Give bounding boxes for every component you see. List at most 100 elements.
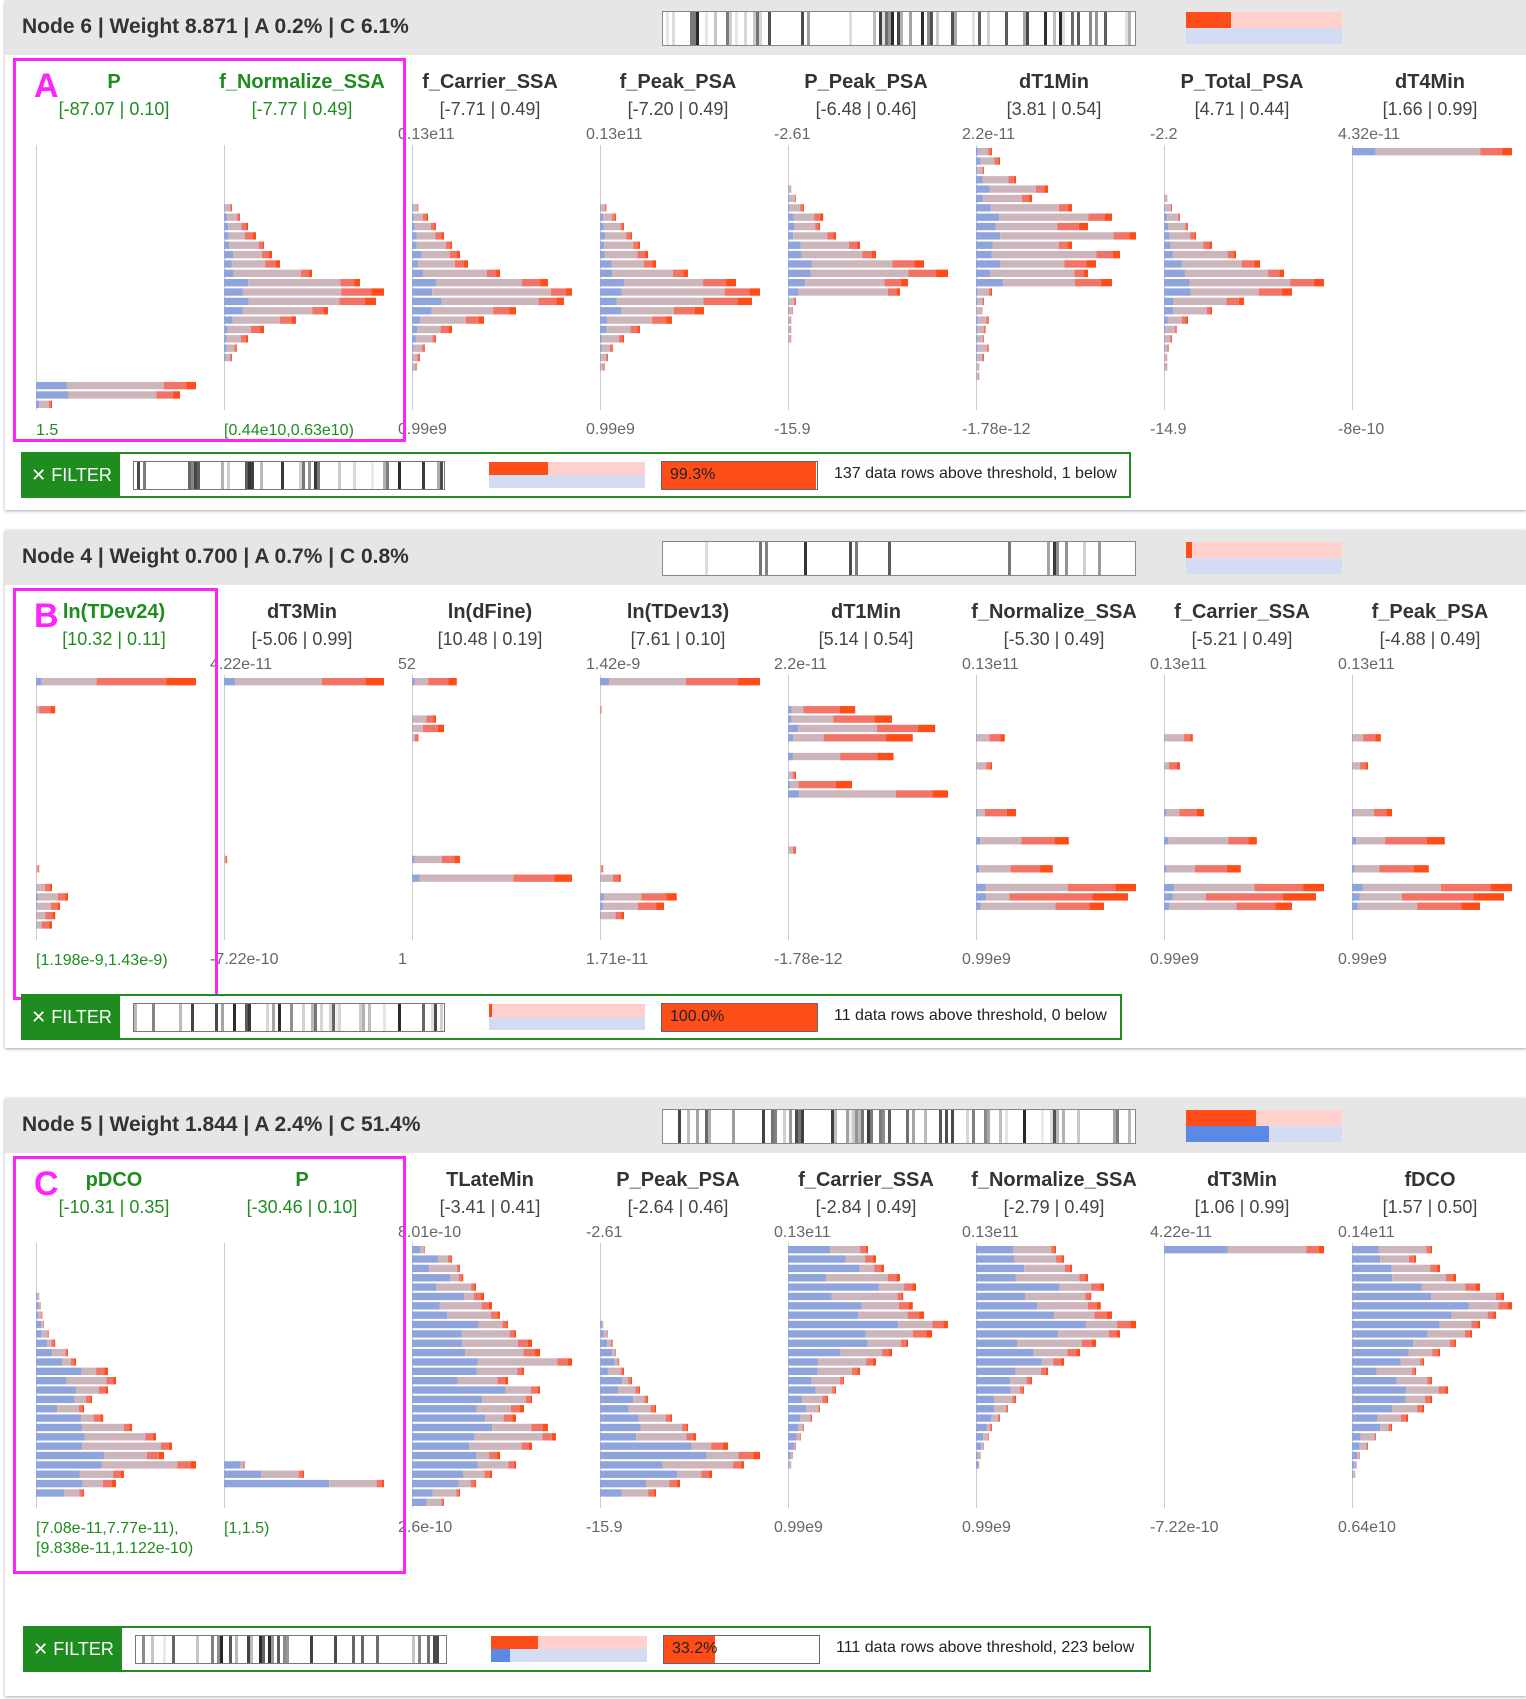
strip-tick — [332, 1004, 335, 1031]
filter-button[interactable]: ✕ FILTER — [23, 996, 120, 1038]
histogram-bar — [793, 213, 815, 221]
histogram-bar — [100, 1414, 104, 1422]
histogram-area[interactable] — [600, 147, 770, 409]
histogram-area[interactable] — [600, 1245, 770, 1507]
feature-column[interactable]: pDCO [-10.31 | 0.35] [7.08e-11,7.77e-11),[… — [20, 1153, 208, 1557]
feature-column[interactable]: f_Carrier_SSA [-7.71 | 0.49] 0.13e11 0.99e9 — [396, 55, 584, 445]
node-header[interactable]: Node 4 | Weight 0.700 | A 0.7% | C 0.8% — [5, 530, 1526, 585]
histogram-bar — [788, 297, 795, 306]
histogram-bar — [976, 1405, 995, 1413]
filter-button[interactable]: ✕ FILTER — [25, 1628, 122, 1670]
histogram-bar — [1164, 297, 1174, 306]
feature-name: f_Normalize_SSA — [971, 1169, 1137, 1191]
strip-tick — [834, 1110, 837, 1143]
histogram-area[interactable] — [1352, 147, 1522, 409]
strip-tick — [972, 12, 975, 45]
histogram-bar — [976, 883, 986, 892]
feature-column[interactable]: P_Peak_PSA [-6.48 | 0.46] -2.61 -15.9 — [772, 55, 960, 445]
feature-column[interactable]: f_Normalize_SSA [-5.30 | 0.49] 0.13e11 0.99… — [960, 585, 1148, 975]
histogram-bar — [905, 1339, 908, 1347]
histogram-bar — [461, 1274, 464, 1282]
feature-column[interactable]: f_Carrier_SSA [-2.84 | 0.49] 0.13e11 0.99e9 — [772, 1153, 960, 1543]
histogram-bar — [1366, 1442, 1368, 1450]
histogram-area[interactable] — [224, 677, 394, 939]
histogram-bar — [412, 353, 413, 362]
feature-column[interactable]: ln(dFine) [10.48 | 0.19] 52 1 — [396, 585, 584, 975]
histogram-area[interactable] — [224, 1245, 394, 1507]
feature-column[interactable]: f_Peak_PSA [-4.88 | 0.49] 0.13e11 0.99e9 — [1336, 585, 1524, 975]
feature-column[interactable]: dT3Min [1.06 | 0.99] 4.22e-11 -7.22e-10 — [1148, 1153, 1336, 1543]
feature-column[interactable]: ln(TDev24) [10.32 | 0.11] [1.198e-9,1.43e-… — [20, 585, 208, 975]
histogram-area[interactable] — [976, 677, 1146, 939]
histogram-area[interactable] — [788, 1245, 958, 1507]
feature-column[interactable]: P [-87.07 | 0.10] 1.5 — [20, 55, 208, 445]
histogram-bar — [232, 316, 280, 324]
histogram-bar — [36, 1311, 39, 1319]
histogram-bar — [990, 269, 1075, 277]
histogram-bar — [976, 1302, 1038, 1310]
strip-tick — [1065, 542, 1068, 575]
histogram-area[interactable] — [788, 677, 958, 939]
histogram-area[interactable] — [1352, 677, 1522, 939]
strip-tick — [951, 12, 954, 45]
axis-min-label: 0.99e9 — [1338, 951, 1387, 968]
histogram-bar — [441, 855, 455, 864]
histogram-bar — [1227, 250, 1234, 259]
histogram-area[interactable] — [412, 1245, 582, 1507]
feature-column[interactable]: P [-30.46 | 0.10] [1,1.5) — [208, 1153, 396, 1543]
histogram-area[interactable] — [412, 677, 582, 939]
feature-column[interactable]: dT1Min [5.14 | 0.54] 2.2e-11 -1.78e-12 — [772, 585, 960, 975]
histogram-axis — [600, 1243, 601, 1508]
strip-tick — [211, 1636, 214, 1663]
strip-tick — [909, 12, 912, 45]
histogram-bar — [976, 865, 980, 873]
feature-column[interactable]: TLateMin [-3.41 | 0.41] 8.01e-10 2.6e-10 — [396, 1153, 584, 1543]
histogram-area[interactable] — [976, 147, 1146, 409]
histogram-area[interactable] — [1164, 677, 1334, 939]
feature-column[interactable]: fDCO [1.57 | 0.50] 0.14e11 0.64e10 — [1336, 1153, 1524, 1543]
histogram-bar — [600, 706, 602, 714]
histogram-area[interactable] — [1164, 1245, 1334, 1507]
histogram-bar — [474, 1479, 476, 1488]
histogram-bar — [600, 1377, 623, 1385]
histogram — [1164, 734, 1324, 910]
axis-min-label: -7.22e-10 — [1150, 1519, 1219, 1536]
node-header[interactable]: Node 6 | Weight 8.871 | A 0.2% | C 6.1% — [5, 0, 1526, 55]
histogram-area[interactable] — [1164, 147, 1334, 409]
histogram-area[interactable] — [36, 1245, 206, 1507]
axis-max-label: -2.61 — [586, 1224, 623, 1241]
strip-tick — [283, 1636, 286, 1663]
strip-tick — [783, 1110, 786, 1143]
feature-column[interactable]: dT1Min [3.81 | 0.54] 2.2e-11 -1.78e-12 — [960, 55, 1148, 445]
feature-column[interactable]: ln(TDev13) [7.61 | 0.10] 1.42e-9 1.71e-11 — [584, 585, 772, 975]
feature-column[interactable]: dT4Min [1.66 | 0.99] 4.32e-11 -8e-10 — [1336, 55, 1524, 445]
histogram-area[interactable] — [788, 147, 958, 409]
feature-column[interactable]: f_Carrier_SSA [-5.21 | 0.49] 0.13e11 0.99e9 — [1148, 585, 1336, 975]
histogram-bar — [1164, 902, 1170, 910]
histogram-bar — [1181, 316, 1187, 324]
histogram-area[interactable] — [600, 677, 770, 939]
histogram-bar — [845, 1255, 866, 1263]
feature-column[interactable]: P_Peak_PSA [-2.64 | 0.46] -2.61 -15.9 — [584, 1153, 772, 1543]
histogram-area[interactable] — [1352, 1245, 1522, 1507]
feature-name: f_Carrier_SSA — [798, 1169, 934, 1191]
feature-column[interactable]: P_Total_PSA [4.71 | 0.44] -2.2 -14.9 — [1148, 55, 1336, 445]
histogram-bar — [441, 1498, 444, 1506]
histogram-area[interactable] — [224, 147, 394, 409]
axis-max-label: 0.13e11 — [962, 1224, 1019, 1241]
histogram-bar — [434, 222, 436, 231]
histogram-area[interactable] — [412, 147, 582, 409]
feature-column[interactable]: f_Normalize_SSA [-7.77 | 0.49] [0.44e10,0.… — [208, 55, 396, 445]
distribution-strip — [134, 1004, 443, 1031]
histogram-bar — [36, 883, 45, 892]
filter-button[interactable]: ✕ FILTER — [23, 454, 120, 496]
histogram-area[interactable] — [976, 1245, 1146, 1507]
strip-tick — [278, 1004, 281, 1031]
histogram-bar — [521, 1442, 529, 1450]
feature-column[interactable]: f_Peak_PSA [-7.20 | 0.49] 0.13e11 0.99e9 — [584, 55, 772, 445]
node-header[interactable]: Node 5 | Weight 1.844 | A 2.4% | C 51.4% — [5, 1098, 1526, 1153]
feature-column[interactable]: f_Normalize_SSA [-2.79 | 0.49] 0.13e11 0.99… — [960, 1153, 1148, 1543]
histogram-area[interactable] — [36, 677, 206, 939]
feature-column[interactable]: dT3Min [-5.06 | 0.99] 4.22e-11 -7.22e-10 — [208, 585, 396, 975]
histogram-area[interactable] — [36, 147, 206, 409]
